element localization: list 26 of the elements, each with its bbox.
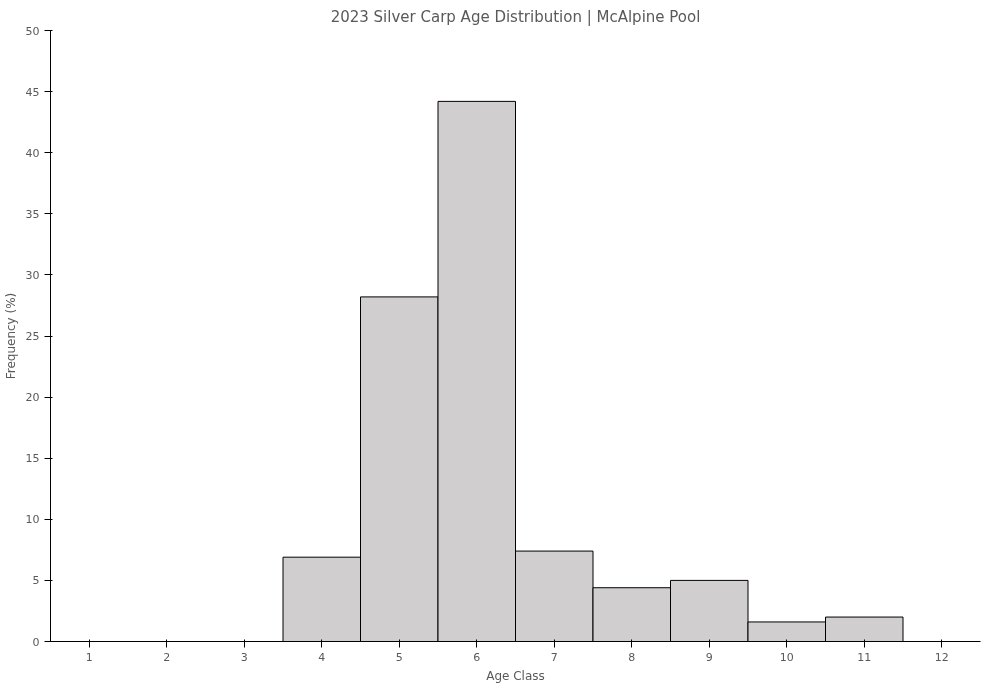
x-tick-label: 8 [628,650,636,664]
y-tick-label: 15 [25,452,40,466]
x-tick-label: 6 [473,650,481,664]
y-tick-label: 45 [25,85,40,99]
x-tick-label: 10 [779,650,794,664]
y-tick-label: 30 [25,268,40,282]
x-tick-label: 1 [85,650,93,664]
x-tick-label: 9 [705,650,713,664]
x-tick-label: 4 [318,650,326,664]
y-tick-label: 40 [25,146,40,160]
y-tick-label: 0 [32,635,40,649]
y-tick-label: 35 [25,207,40,221]
y-tick-label: 10 [25,513,40,527]
y-axis-title: Frequency (%) [3,292,18,380]
x-tick-label: 3 [240,650,248,664]
y-tick-label: 50 [25,24,40,38]
chart-title: 2023 Silver Carp Age Distribution | McAlpine Pool [330,7,701,26]
x-axis-title: Age Class [486,668,545,683]
x-tick-label: 7 [550,650,558,664]
x-tick-label: 2 [163,650,171,664]
x-tick-label: 11 [857,650,872,664]
y-tick-label: 20 [25,391,40,405]
x-tick-label: 5 [395,650,403,664]
y-tick-label: 25 [25,330,40,343]
y-tick-label: 5 [32,574,40,588]
x-tick-label: 12 [934,650,949,664]
